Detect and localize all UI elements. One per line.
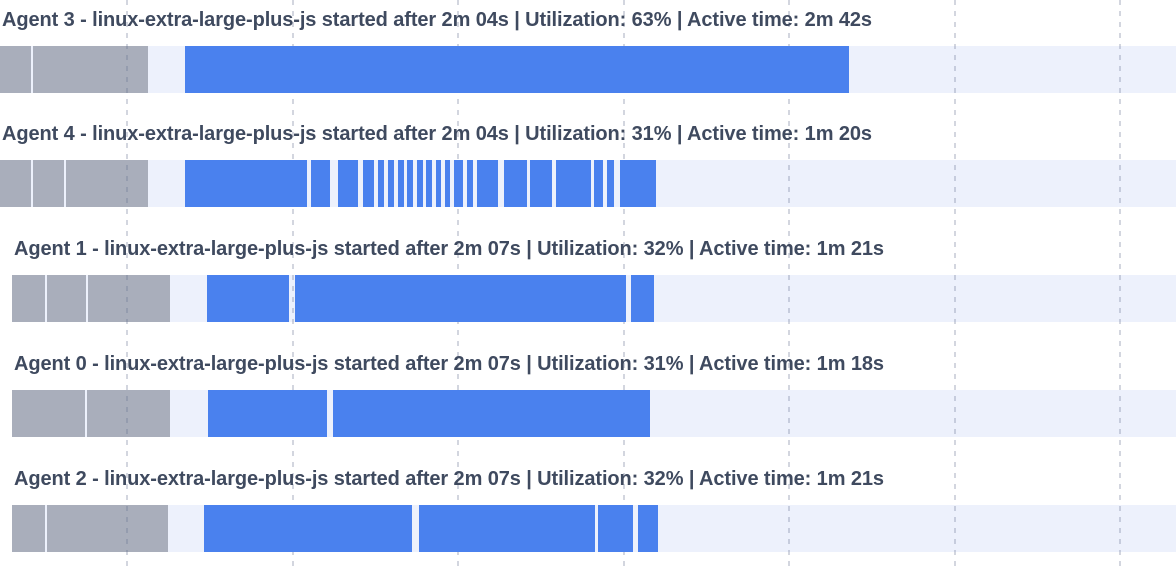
active-segment	[417, 160, 423, 207]
gridline	[788, 0, 790, 570]
agent-row-label: Agent 3 - linux-extra-large-plus-js star…	[2, 9, 872, 31]
active-segment	[185, 46, 849, 93]
timeline-track	[12, 275, 1176, 322]
active-segment	[445, 160, 450, 207]
active-segment	[208, 390, 327, 437]
active-segment	[398, 160, 404, 207]
active-segment	[594, 160, 603, 207]
setup-segment	[12, 275, 45, 322]
gridline	[1119, 0, 1121, 570]
gridline	[126, 0, 128, 570]
agent-row-label: Agent 1 - linux-extra-large-plus-js star…	[14, 238, 884, 260]
setup-segment	[47, 505, 168, 552]
active-segment	[530, 160, 552, 207]
active-segment	[207, 275, 289, 322]
setup-segment	[33, 160, 64, 207]
setup-segment	[12, 390, 85, 437]
active-segment	[333, 390, 650, 437]
active-segment	[436, 160, 441, 207]
timeline-track	[0, 160, 1176, 207]
active-segment	[295, 275, 626, 322]
setup-segment	[87, 390, 170, 437]
active-segment	[388, 160, 394, 207]
timeline-track	[0, 46, 1176, 93]
setup-segment	[12, 505, 45, 552]
active-segment	[556, 160, 591, 207]
active-segment	[467, 160, 473, 207]
active-segment	[504, 160, 527, 207]
active-segment	[607, 160, 614, 207]
active-segment	[426, 160, 432, 207]
active-segment	[477, 160, 498, 207]
active-segment	[454, 160, 463, 207]
active-segment	[419, 505, 595, 552]
setup-segment	[0, 46, 31, 93]
active-segment	[620, 160, 656, 207]
active-segment	[638, 505, 658, 552]
setup-segment	[66, 160, 148, 207]
active-segment	[185, 160, 307, 207]
gridline	[291, 0, 294, 570]
active-segment	[598, 505, 633, 552]
gridline	[953, 0, 956, 570]
timeline-track	[12, 505, 1176, 552]
agent-row-label: Agent 0 - linux-extra-large-plus-js star…	[14, 353, 884, 375]
setup-segment	[88, 275, 170, 322]
setup-segment	[33, 46, 148, 93]
active-segment	[378, 160, 384, 207]
setup-segment	[47, 275, 86, 322]
active-segment	[204, 505, 412, 552]
active-segment	[311, 160, 330, 207]
active-segment	[338, 160, 358, 207]
setup-segment	[0, 160, 31, 207]
agent-row-label: Agent 4 - linux-extra-large-plus-js star…	[2, 123, 872, 145]
active-segment	[363, 160, 374, 207]
active-segment	[631, 275, 654, 322]
timeline-track	[12, 390, 1176, 437]
active-segment	[407, 160, 413, 207]
agent-row-label: Agent 2 - linux-extra-large-plus-js star…	[14, 468, 884, 490]
